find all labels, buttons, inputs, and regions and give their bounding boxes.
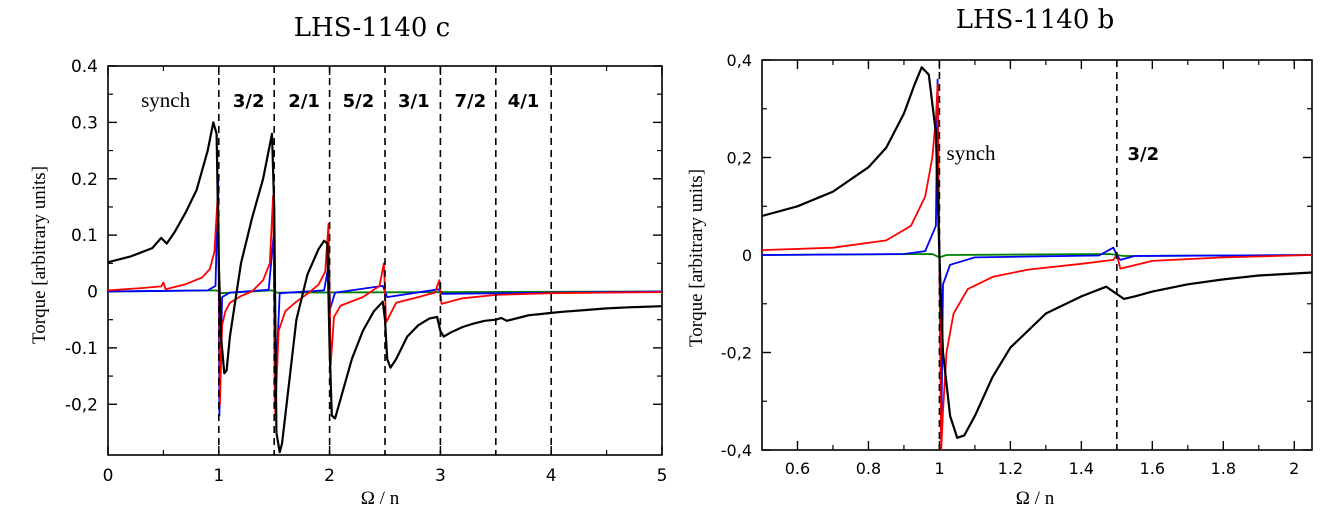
x-tick-label: 1.2	[998, 459, 1023, 478]
series-line-black	[108, 121, 662, 454]
series-line-blue	[762, 78, 1312, 442]
y-tick-label: 0,4	[727, 51, 752, 70]
y-tick-label: -0,2	[721, 344, 752, 363]
resonance-label: 3/2	[233, 91, 265, 112]
resonance-label: 3/2	[1127, 144, 1159, 165]
x-tick-label: 1	[934, 459, 944, 478]
chart-title: LHS-1140 b	[956, 5, 1115, 35]
y-tick-label: 0.3	[71, 113, 98, 133]
resonance-label: synch	[947, 141, 996, 165]
y-axis-label: Torque [arbitrary units]	[29, 166, 50, 344]
x-tick-label: 0.6	[785, 459, 810, 478]
chart-title: LHS-1140 c	[294, 13, 450, 43]
x-tick-label: 1.4	[1069, 459, 1094, 478]
resonance-label: 7/2	[455, 91, 487, 112]
resonance-label: synch	[141, 88, 190, 112]
x-axis-label: Ω / n	[361, 488, 400, 509]
y-tick-label: 0.1	[71, 226, 98, 246]
y-tick-label: 0	[87, 283, 98, 303]
y-tick-label: -0,4	[721, 441, 752, 460]
y-tick-label: 0,2	[727, 149, 752, 168]
x-tick-label: 4	[546, 466, 557, 486]
y-axis-label: Torque [arbitrary units]	[686, 169, 707, 347]
x-tick-label: 1	[213, 466, 224, 486]
resonance-label: 3/1	[398, 91, 430, 112]
resonance-label: 2/1	[288, 91, 320, 112]
chart-lhs1140b: LHS-1140 b Torque [arbitrary units] Ω / …	[686, 5, 1313, 509]
chart-lhs1140c: LHS-1140 c Torque [arbitrary units] Ω / …	[29, 13, 667, 509]
y-tick-label: 0.4	[71, 57, 98, 77]
x-tick-label: 2	[1289, 459, 1299, 478]
y-tick-label: -0.1	[65, 339, 98, 359]
x-tick-label: 0	[103, 466, 114, 486]
x-tick-label: 1.8	[1211, 459, 1236, 478]
x-tick-label: 5	[657, 466, 668, 486]
resonance-label: 5/2	[343, 91, 375, 112]
series-line-red	[108, 194, 662, 417]
x-tick-label: 0.8	[856, 459, 881, 478]
x-tick-label: 3	[435, 466, 446, 486]
series-line-green	[762, 253, 1312, 259]
y-tick-label: -0,2	[65, 395, 98, 415]
series-line-black	[762, 66, 1312, 439]
y-tick-label: 0.2	[71, 170, 98, 190]
x-tick-label: 1.6	[1140, 459, 1165, 478]
series-line-red	[762, 83, 1312, 450]
x-axis-label: Ω / n	[1016, 488, 1055, 509]
resonance-label: 4/1	[508, 91, 540, 112]
y-tick-label: 0	[742, 246, 752, 265]
x-tick-label: 2	[324, 466, 335, 486]
